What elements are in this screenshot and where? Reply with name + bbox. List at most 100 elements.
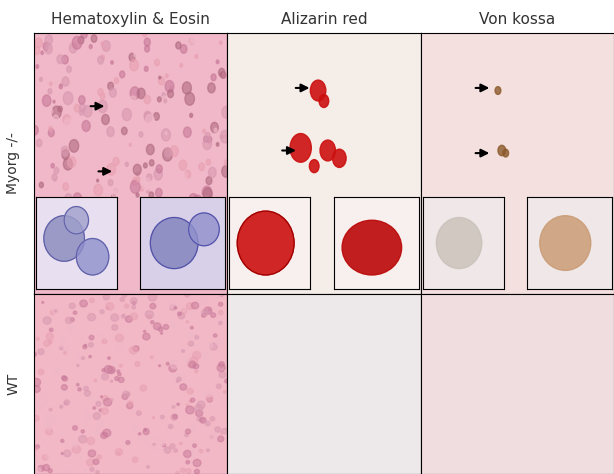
Circle shape <box>190 398 195 402</box>
Circle shape <box>197 418 201 421</box>
Circle shape <box>183 310 185 312</box>
Circle shape <box>120 71 125 78</box>
Circle shape <box>128 401 133 406</box>
Circle shape <box>32 378 41 386</box>
Circle shape <box>87 459 94 466</box>
Circle shape <box>186 460 190 464</box>
Circle shape <box>160 192 161 195</box>
Circle shape <box>169 299 177 307</box>
Circle shape <box>152 417 155 419</box>
Circle shape <box>204 307 212 314</box>
Circle shape <box>79 109 84 115</box>
Circle shape <box>112 194 115 200</box>
Circle shape <box>142 324 144 326</box>
Circle shape <box>177 312 181 316</box>
Circle shape <box>66 469 69 473</box>
Circle shape <box>207 137 212 143</box>
Circle shape <box>186 469 191 474</box>
Circle shape <box>73 311 77 314</box>
Circle shape <box>139 39 142 43</box>
Text: Myorg -/-: Myorg -/- <box>6 133 20 194</box>
Circle shape <box>130 96 136 105</box>
Circle shape <box>185 429 190 434</box>
Circle shape <box>168 425 173 428</box>
Circle shape <box>43 465 50 471</box>
Circle shape <box>41 51 44 55</box>
Circle shape <box>160 415 164 419</box>
Circle shape <box>47 428 50 430</box>
Circle shape <box>79 96 85 104</box>
Circle shape <box>83 409 88 414</box>
Circle shape <box>101 55 104 60</box>
Circle shape <box>122 109 131 121</box>
Text: Hematoxylin & Eosin: Hematoxylin & Eosin <box>51 12 210 27</box>
Circle shape <box>96 179 99 182</box>
Circle shape <box>150 456 152 458</box>
Circle shape <box>172 406 175 408</box>
Circle shape <box>187 303 193 310</box>
Circle shape <box>189 38 194 45</box>
Circle shape <box>133 164 141 175</box>
Circle shape <box>103 141 105 144</box>
Text: WT: WT <box>6 373 20 395</box>
Circle shape <box>62 150 69 160</box>
Circle shape <box>45 414 51 420</box>
Circle shape <box>174 433 179 438</box>
Circle shape <box>34 46 40 55</box>
Circle shape <box>108 180 113 186</box>
Circle shape <box>195 55 198 58</box>
Circle shape <box>147 190 149 193</box>
Circle shape <box>123 391 130 397</box>
Circle shape <box>110 398 113 401</box>
Circle shape <box>149 160 154 166</box>
Circle shape <box>61 453 63 455</box>
Circle shape <box>118 373 121 376</box>
Circle shape <box>206 177 212 184</box>
Circle shape <box>89 45 92 49</box>
Circle shape <box>219 310 223 315</box>
Circle shape <box>211 122 219 133</box>
Circle shape <box>59 84 63 89</box>
Circle shape <box>188 341 193 346</box>
Circle shape <box>193 459 201 466</box>
Circle shape <box>142 178 151 190</box>
Circle shape <box>111 369 114 372</box>
Circle shape <box>54 178 56 181</box>
Circle shape <box>38 369 44 374</box>
Circle shape <box>126 392 130 396</box>
Circle shape <box>200 297 208 305</box>
Circle shape <box>55 310 57 312</box>
Circle shape <box>140 293 143 296</box>
Circle shape <box>106 307 109 309</box>
Circle shape <box>102 369 106 372</box>
Circle shape <box>193 352 201 359</box>
Circle shape <box>224 160 229 166</box>
Circle shape <box>190 357 198 365</box>
Circle shape <box>189 400 192 402</box>
Circle shape <box>70 318 74 321</box>
Circle shape <box>290 134 311 162</box>
Circle shape <box>31 126 38 135</box>
Circle shape <box>153 78 157 82</box>
Circle shape <box>38 349 44 355</box>
Circle shape <box>85 391 91 396</box>
Circle shape <box>74 104 80 112</box>
Circle shape <box>177 403 179 405</box>
Circle shape <box>104 365 112 374</box>
Circle shape <box>169 305 176 310</box>
Circle shape <box>136 411 141 415</box>
Circle shape <box>130 346 138 354</box>
Circle shape <box>158 327 163 331</box>
Circle shape <box>65 193 72 203</box>
Circle shape <box>208 83 215 93</box>
Circle shape <box>50 82 52 85</box>
Circle shape <box>140 186 144 191</box>
Circle shape <box>176 472 179 474</box>
Circle shape <box>193 195 202 208</box>
Circle shape <box>193 444 196 447</box>
Circle shape <box>201 310 208 316</box>
Circle shape <box>101 374 109 380</box>
Circle shape <box>46 455 50 458</box>
Circle shape <box>193 364 199 369</box>
Circle shape <box>158 365 161 367</box>
